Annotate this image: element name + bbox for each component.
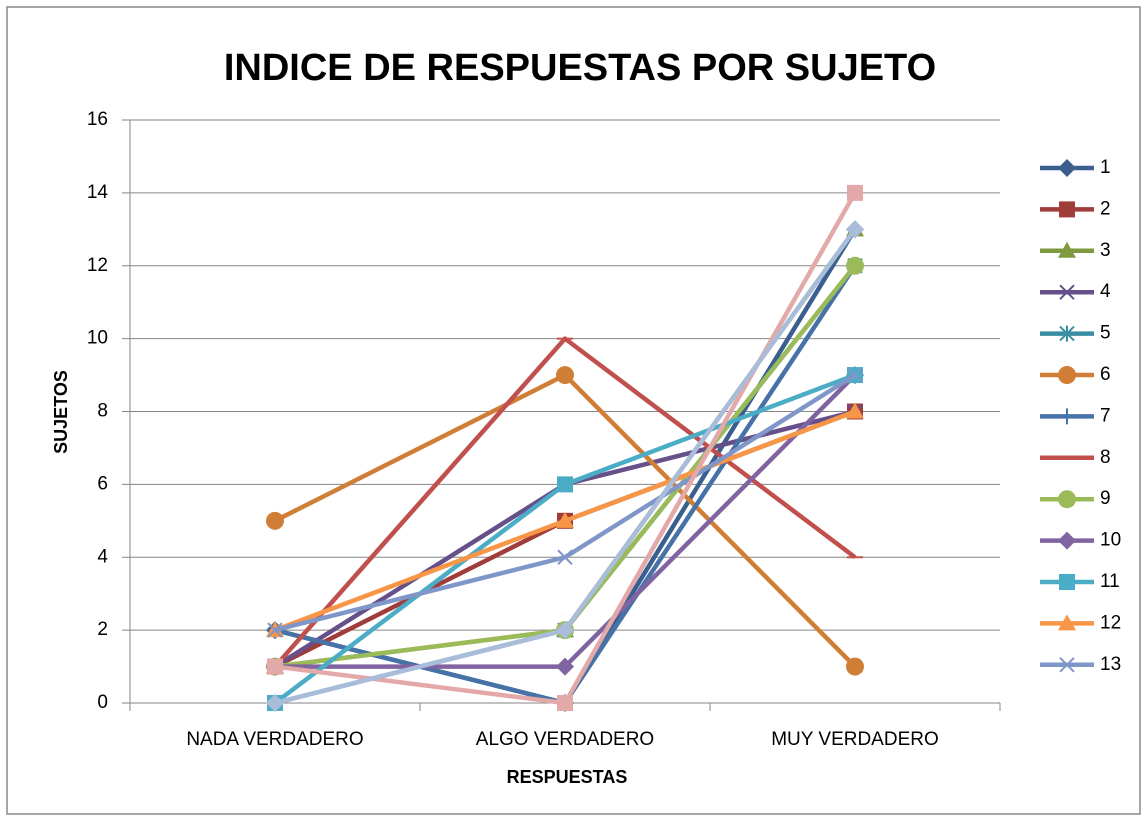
legend-label: 5 [1100, 323, 1111, 344]
x-axis-label: RESPUESTAS [507, 767, 628, 787]
marker [1058, 159, 1076, 177]
y-tick-label: 8 [97, 401, 108, 422]
marker [557, 695, 573, 711]
marker [556, 657, 574, 676]
marker [557, 549, 573, 565]
y-tick-label: 14 [87, 182, 109, 203]
y-tick-label: 2 [97, 619, 108, 640]
marker [556, 366, 574, 385]
legend-label: 1 [1100, 157, 1111, 178]
legend-label: 3 [1100, 240, 1111, 261]
y-tick-label: 12 [87, 255, 108, 276]
y-tick-label: 10 [87, 328, 108, 349]
y-tick-label: 4 [97, 546, 108, 567]
marker [846, 220, 864, 239]
marker [1058, 614, 1076, 631]
y-tick-label: 0 [97, 692, 108, 713]
marker [1058, 241, 1076, 258]
chart-title: INDICE DE RESPUESTAS POR SUJETO [224, 47, 936, 89]
legend-label: 4 [1100, 281, 1111, 302]
marker [847, 184, 863, 201]
legend-label: 2 [1100, 198, 1111, 219]
legend-label: 11 [1100, 571, 1120, 592]
y-axis-label: SUJETOS [51, 370, 71, 454]
marker [266, 511, 284, 530]
legend-label: 8 [1100, 447, 1111, 468]
chart-border [6, 6, 1141, 815]
y-tick-label: 6 [97, 473, 108, 494]
legend-label: 13 [1100, 654, 1121, 675]
marker [847, 367, 863, 383]
legend-label: 7 [1100, 405, 1111, 426]
marker [1059, 284, 1075, 300]
marker [1059, 574, 1075, 590]
y-tick-label: 16 [87, 109, 108, 130]
marker [1059, 657, 1075, 673]
x-tick-label: MUY VERDADERO [771, 729, 939, 750]
marker [1059, 201, 1075, 218]
marker [556, 621, 574, 640]
marker [1059, 408, 1075, 425]
marker [846, 256, 864, 275]
x-tick-label: NADA VERDADERO [186, 729, 363, 750]
marker [846, 402, 864, 419]
legend-label: 12 [1100, 612, 1121, 633]
marker [1058, 366, 1076, 384]
marker [1059, 325, 1075, 342]
legend-label: 6 [1100, 364, 1111, 385]
marker [846, 657, 864, 676]
legend-label: 9 [1100, 488, 1111, 509]
marker [267, 622, 283, 638]
marker [266, 694, 284, 712]
x-tick-label: ALGO VERDADERO [476, 729, 654, 750]
marker [267, 658, 283, 675]
marker [1058, 490, 1076, 509]
marker [1058, 531, 1076, 550]
marker [557, 476, 573, 493]
legend-label: 10 [1100, 530, 1121, 551]
marker [556, 511, 574, 528]
